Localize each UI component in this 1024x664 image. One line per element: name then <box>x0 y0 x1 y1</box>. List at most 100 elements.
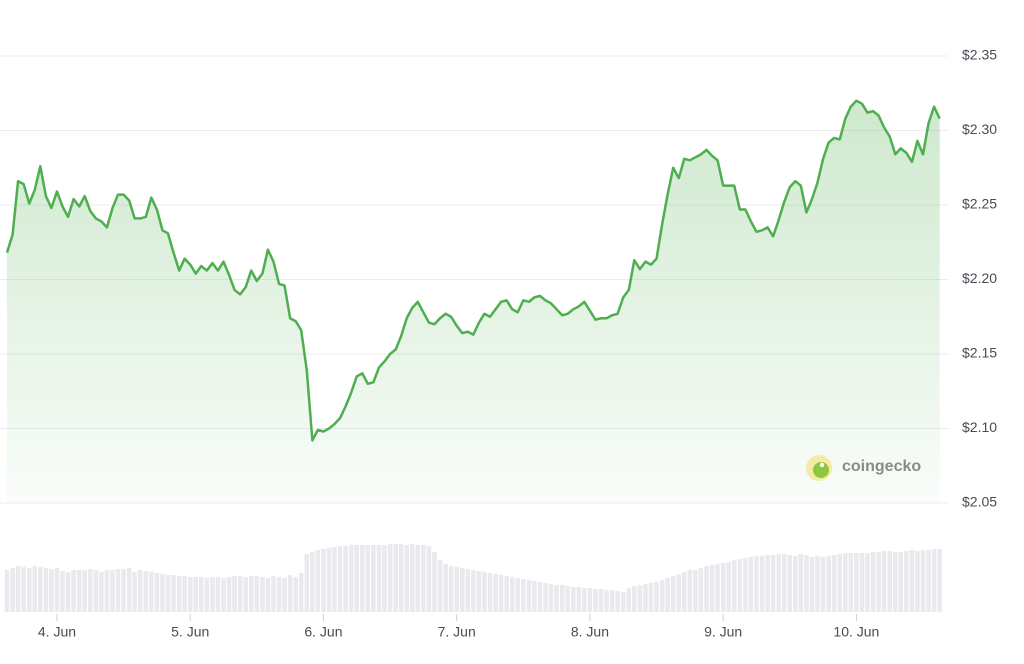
volume-bar <box>809 557 815 612</box>
volume-bar <box>720 563 726 612</box>
y-tick-label: $2.20 <box>962 270 997 286</box>
x-tick-label: 10. Jun <box>833 624 879 640</box>
volume-bar <box>754 556 759 612</box>
volume-bar <box>460 568 465 612</box>
volume-bar <box>870 552 876 612</box>
volume-bar <box>393 544 398 612</box>
volume-bar <box>232 576 237 612</box>
volume-bar <box>149 572 154 612</box>
x-tick-label: 9. Jun <box>704 624 742 640</box>
volume-bar <box>843 553 848 612</box>
volume-bar <box>265 578 271 612</box>
volume-bar <box>915 551 920 612</box>
volume-bar <box>54 568 60 612</box>
volume-bar <box>210 577 215 612</box>
volume-bar <box>765 555 770 612</box>
plot <box>0 55 948 621</box>
volume-bar <box>260 577 265 612</box>
volume-bar <box>665 578 670 612</box>
volume-bar <box>348 545 354 612</box>
x-tick-label: 5. Jun <box>171 624 209 640</box>
volume-bar <box>404 545 409 612</box>
volume-bar <box>487 573 493 612</box>
volume-bar <box>171 575 176 612</box>
volume-bar <box>859 553 865 612</box>
volume-bar <box>904 551 909 612</box>
volume-bar <box>99 572 104 612</box>
volume-bar <box>287 575 293 612</box>
volume-bar <box>565 586 570 612</box>
volume-bar <box>515 578 520 612</box>
volume-bar <box>38 567 43 612</box>
x-tick-label: 7. Jun <box>438 624 476 640</box>
volume-bar <box>415 545 421 612</box>
watermark-logo-eye <box>819 462 825 468</box>
volume-bar <box>27 568 32 612</box>
volume-bar <box>537 582 543 612</box>
volume-bar <box>931 549 937 612</box>
x-tick-label: 6. Jun <box>304 624 342 640</box>
volume-bar <box>820 557 826 612</box>
volume-bar <box>60 571 65 612</box>
volume-bar <box>526 580 532 612</box>
volume-bar <box>548 584 554 612</box>
volume-bar <box>154 573 160 612</box>
volume-bar <box>354 545 359 612</box>
volume-bar <box>632 586 637 612</box>
volume-bar <box>187 577 193 612</box>
volume-bar <box>137 570 143 612</box>
volume-bar <box>293 577 298 612</box>
volume-bar <box>126 568 132 612</box>
volume-bar <box>693 570 698 612</box>
volume-bar <box>143 571 149 612</box>
volume-bar <box>909 550 915 612</box>
volume-bar <box>704 566 709 612</box>
y-tick-label: $2.25 <box>962 196 997 212</box>
volume-bar <box>376 545 382 612</box>
volume-bar <box>676 574 682 612</box>
volume-bar <box>215 577 221 612</box>
volume-bar <box>826 556 831 612</box>
volume-bar <box>709 565 715 612</box>
volume-bar <box>165 575 171 612</box>
volume-bar <box>521 579 526 612</box>
volume-bar <box>93 570 99 612</box>
volume-bar <box>920 550 926 612</box>
volume-bar <box>698 568 704 612</box>
volume-bar <box>787 555 793 612</box>
volume-bar <box>365 545 371 612</box>
volume-bar <box>876 552 881 612</box>
volume-bar <box>604 590 609 612</box>
volume-bar <box>315 550 321 612</box>
volume-bar <box>132 572 137 612</box>
price-area <box>6 100 940 503</box>
volume-bar <box>121 569 126 612</box>
volume-bar <box>110 570 115 612</box>
volume-bar <box>748 557 754 612</box>
watermark-text: coingecko <box>842 458 921 475</box>
volume-bar <box>482 572 487 612</box>
volume-bar <box>204 578 210 612</box>
volume-bar <box>881 551 887 612</box>
volume-bar <box>887 551 892 612</box>
volume-bar <box>648 583 654 612</box>
volume-bar <box>32 566 37 612</box>
volume-bar <box>332 547 337 612</box>
watermark-logo-inner <box>813 462 829 478</box>
volume-bar <box>804 555 809 612</box>
volume-bar <box>654 582 659 612</box>
volume-bar <box>371 545 376 612</box>
volume-bar <box>337 546 343 612</box>
volume-bar <box>682 572 687 612</box>
volume-bar <box>71 570 76 612</box>
volume-bar <box>554 585 559 612</box>
volume-bar <box>199 577 204 612</box>
volume-bar <box>65 572 71 612</box>
volume-bar <box>798 554 804 612</box>
volume-bar <box>304 554 310 612</box>
volume-bar <box>576 587 582 612</box>
volume-bar <box>626 588 632 612</box>
volume-bar <box>471 570 476 612</box>
volume-bar <box>781 554 787 612</box>
